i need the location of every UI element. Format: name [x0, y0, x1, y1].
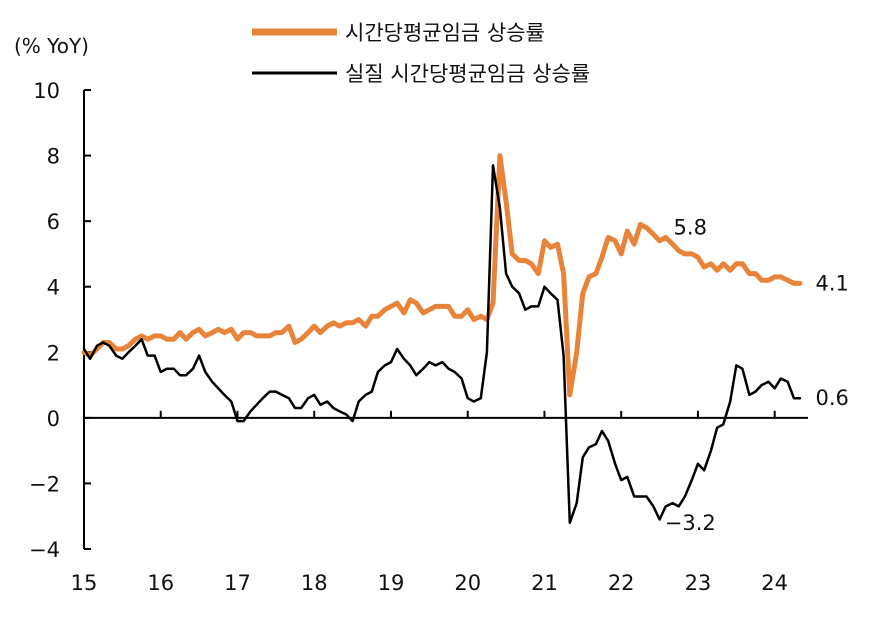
x-tick-label: 23 [685, 571, 712, 595]
legend: 시간당평균임금 상승률 실질 시간당평균임금 상승률 [252, 21, 590, 86]
series-line-real-wage [82, 164, 802, 525]
y-tick-label: 10 [33, 79, 60, 103]
x-tick-label: 19 [378, 571, 405, 595]
x-tick-label: 21 [531, 571, 558, 595]
x-tick-label: 15 [71, 571, 98, 595]
x-tick-label: 18 [301, 571, 328, 595]
data-annotations: 5.8 4.1 0.6 −3.2 [665, 216, 849, 535]
series-lines [81, 153, 803, 525]
annotation-label: 4.1 [816, 271, 849, 295]
annotation-label: 5.8 [674, 216, 707, 240]
annotation-label: −3.2 [665, 511, 716, 535]
x-tick-label: 24 [761, 571, 788, 595]
x-tick-label: 17 [224, 571, 251, 595]
y-tick-label: −2 [29, 472, 60, 496]
series-line-nominal-wage [81, 153, 803, 398]
x-tick-label: 22 [608, 571, 635, 595]
y-tick-label: 6 [47, 210, 60, 234]
annotation-label: 0.6 [816, 386, 849, 410]
y-tick-label: 0 [47, 407, 60, 431]
x-tick-label: 20 [454, 571, 481, 595]
x-tick-label: 16 [147, 571, 174, 595]
unit-label: (% YoY) [14, 34, 89, 58]
y-tick-label: −4 [29, 538, 60, 562]
y-tick-label: 4 [47, 276, 60, 300]
legend-label-nominal-wage: 시간당평균임금 상승률 [345, 21, 545, 45]
y-tick-label: 2 [47, 341, 60, 365]
legend-label-real-wage: 실질 시간당평균임금 상승률 [345, 62, 590, 86]
y-tick-label: 8 [47, 145, 60, 169]
